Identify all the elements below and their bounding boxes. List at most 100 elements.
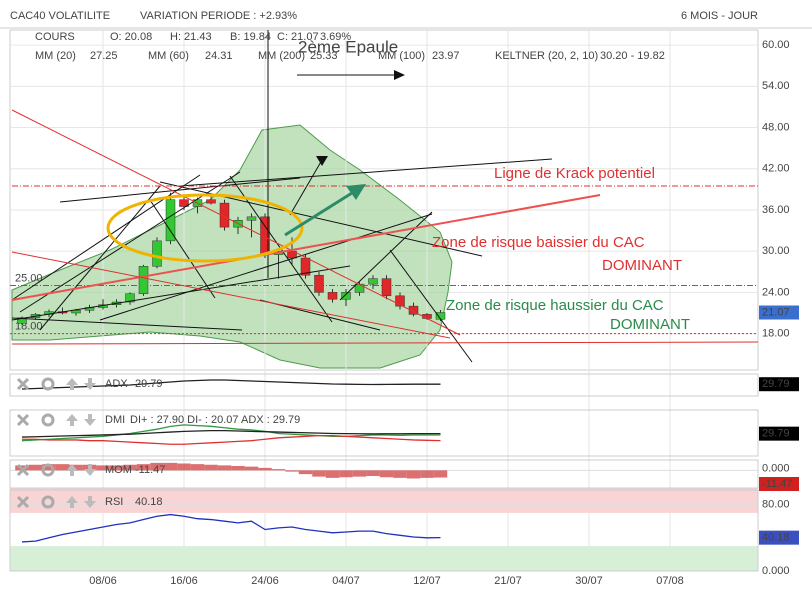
candle-body [381,278,392,297]
indicator-title: MOM [105,464,132,476]
candle-body [179,199,189,207]
candle-body [368,278,378,285]
x-tick-label: 12/07 [413,575,441,587]
settings-icon[interactable] [41,463,55,477]
momentum-bar [69,464,83,471]
legend-item: C: 21.07 [277,31,319,43]
move-down-icon[interactable] [84,464,96,476]
momentum-bar [393,470,407,478]
candle-body [219,202,230,228]
candle-body [408,305,419,315]
chart-title: CAC40 VOLATILITE [10,10,110,22]
x-tick-label: 24/06 [251,575,279,587]
indicator-panel [9,459,759,489]
candle-body [300,257,311,276]
annotation: Ligne de Krack potentiel [494,165,655,182]
value-box [759,377,799,392]
value-box-label: 29.79 [762,378,790,390]
settings-icon[interactable] [41,495,55,509]
candle-body [206,199,216,204]
momentum-bar [312,470,326,477]
momentum-bar [109,465,124,471]
move-down-icon[interactable] [84,378,96,390]
price-panel [9,29,759,371]
red-trendline [11,251,451,339]
annotation-layer: 2ème Epaule Ligne de Krack potentiel Zon… [11,30,759,363]
settings-icon[interactable] [41,413,55,427]
legend-name[interactable]: KELTNER (20, 2, 10) [495,50,598,62]
indicator-value: -11.47 [135,464,165,476]
y-tick-label: 18.00 [762,328,790,340]
arrow-head [394,70,405,80]
legend-value: 24.31 [205,50,233,62]
legend-value: 30.20 - 19.82 [600,50,665,62]
y-tick-label: 24.00 [762,286,790,298]
indicator-line [21,513,441,543]
indicator-value: 29.79 [135,378,163,390]
legend-name[interactable]: MM (100) [378,50,425,62]
close-icon[interactable] [16,495,30,509]
legend-name[interactable]: MM (20) [35,50,76,62]
momentum-bar [190,464,205,471]
legend-value: 25.33 [310,50,338,62]
trendline [339,211,433,301]
candle-body [152,240,162,267]
momentum-bar [123,464,137,471]
legend-name[interactable]: MM (200) [258,50,305,62]
indicator-panel [9,489,759,572]
red-trendline [11,109,461,336]
move-up-icon[interactable] [66,464,78,476]
price-box-label: 21.07 [762,306,790,318]
momentum-bar [406,470,421,479]
value-box [759,530,799,545]
y-tick-label: 36.00 [762,204,790,216]
krack-line [11,194,601,301]
annotation: Zone de risque baissier du CAC [432,234,645,251]
move-down-icon[interactable] [84,414,96,426]
level-label: 25.00 [15,272,43,284]
value-box-label: 29.79 [762,428,790,440]
momentum-bar [258,467,272,471]
annotation: DOMINANT [610,316,690,333]
arrow-head [346,184,366,200]
settings-icon[interactable] [41,377,55,391]
indicator-title: ADX [105,378,128,390]
legend-item: 3.69% [320,31,351,43]
shoulder-ellipse [106,193,304,263]
x-tick-label: 07/08 [656,575,684,587]
move-down-icon[interactable] [84,496,96,508]
close-icon[interactable] [16,463,30,477]
candle-body [17,317,27,324]
move-up-icon[interactable] [66,378,78,390]
legend-name[interactable]: MM (60) [148,50,189,62]
candle-body [125,293,135,303]
momentum-bar [136,464,151,471]
annotation: Zone de risque haussier du CAC [446,297,664,314]
trendline [11,265,351,321]
x-tick-label: 08/06 [89,575,117,587]
value-box [759,477,799,491]
momentum-bar [150,462,164,471]
legend-item: O: 20.08 [110,31,152,43]
arrow-head [316,156,328,166]
y-tick-label: 80.00 [762,499,790,511]
momentum-bar [352,470,367,477]
period[interactable]: 6 MOIS - JOUR [681,10,758,22]
y-tick-label: 42.00 [762,163,790,175]
momentum-bar [28,464,43,471]
close-icon[interactable] [16,413,30,427]
momentum-bar [231,466,245,471]
y-tick-label: 48.00 [762,121,790,133]
indicator-title: RSI [105,496,123,508]
move-up-icon[interactable] [66,496,78,508]
y-tick-label: 0.000 [762,565,790,577]
close-icon[interactable] [16,377,30,391]
candle-body [138,266,149,295]
indicator-title: DMI [105,414,125,426]
band [10,546,758,571]
price-box [759,305,799,320]
move-up-icon[interactable] [66,414,78,426]
trendline [149,199,216,299]
band [10,488,758,513]
